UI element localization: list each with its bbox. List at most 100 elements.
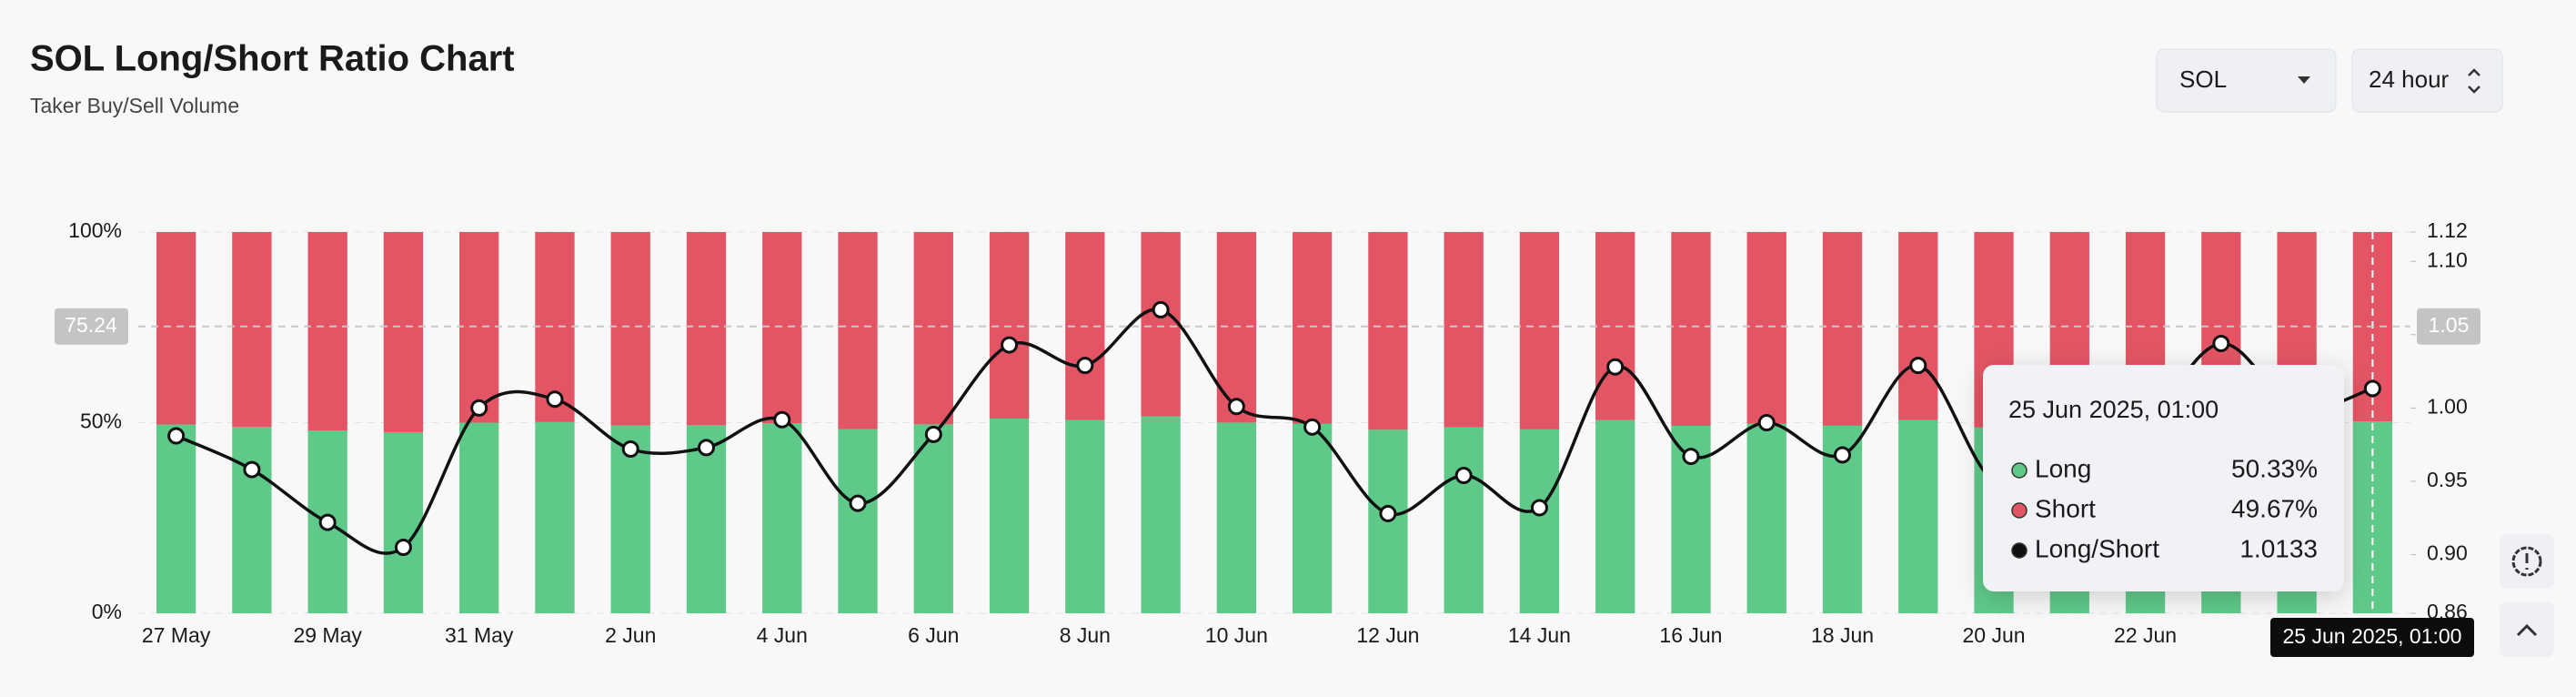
ratio-point bbox=[1757, 414, 1776, 431]
bar-segment bbox=[232, 232, 272, 427]
bar-segment bbox=[383, 232, 424, 432]
alert-icon bbox=[2511, 546, 2542, 577]
tooltip-value: 50.33% bbox=[2231, 454, 2318, 482]
bar-segment bbox=[1595, 419, 1635, 613]
dropdown-arrow bbox=[2298, 76, 2310, 84]
ratio-point bbox=[546, 390, 564, 409]
y-tick-label: 50% bbox=[80, 409, 122, 433]
bar-segment bbox=[1822, 232, 1863, 426]
ratio-point bbox=[470, 399, 488, 417]
bar-segment bbox=[1519, 232, 1560, 429]
bar-segment bbox=[535, 421, 575, 613]
bar-segment bbox=[762, 423, 802, 613]
bar-segment bbox=[1292, 232, 1333, 424]
bar-segment bbox=[989, 419, 1030, 613]
bar-segment bbox=[913, 424, 953, 613]
crosshair-x-box bbox=[2270, 618, 2474, 657]
bar-segment bbox=[1141, 416, 1181, 613]
tooltip-marker bbox=[2011, 542, 2028, 559]
tooltip-marker bbox=[2011, 462, 2028, 479]
bar-segment bbox=[459, 422, 499, 613]
bar-segment bbox=[1898, 419, 1938, 613]
x-tick-label: 16 Jun bbox=[1659, 623, 1722, 647]
ratio-point bbox=[394, 538, 412, 556]
y2-tick-label: 1.12 bbox=[2427, 218, 2468, 242]
crosshair-label-box bbox=[2417, 308, 2480, 345]
plot-area: 0%50%100%0.860.900.951.001.051.101.1227 … bbox=[55, 218, 2480, 657]
ratio-point bbox=[1227, 398, 1245, 416]
crosshair-label: 75.24 bbox=[65, 313, 117, 337]
x-tick-label: 22 Jun bbox=[2114, 623, 2177, 647]
chart-subtitle: Taker Buy/Sell Volume bbox=[30, 94, 239, 117]
y-tick-label: 0% bbox=[92, 600, 122, 623]
ratio-point bbox=[318, 513, 337, 531]
select-label[interactable]: 24 hour bbox=[2369, 66, 2450, 93]
x-tick-label: 27 May bbox=[142, 623, 211, 647]
interval-select[interactable]: 24 hour bbox=[2351, 48, 2503, 113]
tooltip-series-name: Short bbox=[2035, 494, 2096, 522]
ratio-point bbox=[1076, 357, 1094, 375]
tooltip: 25 Jun 2025, 01:00 Long 50.33% Short 49.67% L… bbox=[1983, 365, 2344, 591]
bar-segment bbox=[913, 232, 953, 425]
x-tick-label: 20 Jun bbox=[1963, 623, 2026, 647]
updown-arrow bbox=[2468, 68, 2480, 94]
select-box[interactable] bbox=[2351, 48, 2503, 113]
bar-segment bbox=[535, 232, 575, 422]
up-arrow bbox=[2516, 623, 2538, 637]
ratio-point bbox=[924, 425, 942, 443]
chart-title: SOL Long/Short Ratio Chart bbox=[30, 39, 515, 79]
x-tick-label: 31 May bbox=[445, 623, 514, 647]
ratio-point bbox=[698, 439, 715, 457]
icon-button[interactable] bbox=[2500, 601, 2554, 657]
ratio-point bbox=[1909, 357, 1927, 375]
x-tick-label: 14 Jun bbox=[1508, 623, 1571, 647]
y2-tick-label: 0.95 bbox=[2427, 468, 2468, 491]
bar-segment bbox=[1898, 232, 1938, 420]
x-tick-label: 18 Jun bbox=[1811, 623, 1874, 647]
y2-tick-label: 1.10 bbox=[2427, 247, 2468, 271]
x-tick-label: 29 May bbox=[293, 623, 362, 647]
tooltip-series-name: Long bbox=[2035, 454, 2091, 482]
y2-tick-label: 1.00 bbox=[2427, 394, 2468, 418]
bar-segment bbox=[989, 232, 1030, 419]
tooltip-series-name: Long/Short bbox=[2035, 534, 2159, 562]
ratio-point bbox=[1152, 300, 1170, 318]
tooltip-marker bbox=[2011, 502, 2028, 519]
bar-segment bbox=[1746, 232, 1786, 424]
bar-segment bbox=[459, 232, 499, 423]
x-tick-label: 4 Jun bbox=[757, 623, 808, 647]
y-tick-label: 100% bbox=[68, 218, 122, 242]
ratio-point bbox=[1379, 504, 1397, 522]
x-tick-label: 12 Jun bbox=[1356, 623, 1419, 647]
select-label[interactable]: SOL bbox=[2179, 66, 2227, 93]
symbol-select[interactable]: SOL bbox=[2156, 48, 2337, 113]
ratio-point bbox=[167, 427, 186, 445]
crosshair-x-label: 25 Jun 2025, 01:00 bbox=[2283, 624, 2462, 648]
ratio-point bbox=[1001, 336, 1019, 354]
ratio-point bbox=[1834, 446, 1851, 464]
scroll-top-button[interactable] bbox=[2500, 601, 2554, 657]
select-box[interactable] bbox=[2156, 48, 2337, 113]
bar-segment bbox=[1065, 419, 1105, 613]
bar-segment bbox=[1141, 232, 1181, 417]
crosshair-label: 1.05 bbox=[2429, 313, 2470, 337]
bar-segment bbox=[383, 431, 424, 613]
bar-segment bbox=[762, 232, 802, 424]
ratio-point bbox=[1682, 448, 1700, 466]
bar-segment bbox=[1671, 232, 1711, 427]
bar-segment bbox=[838, 429, 878, 613]
bar-segment bbox=[1216, 422, 1257, 613]
ratio-point bbox=[849, 494, 867, 512]
ratio-point bbox=[1454, 467, 1473, 485]
bar-segment bbox=[838, 232, 878, 429]
bar-segment bbox=[1444, 427, 1484, 613]
ratio-point bbox=[1606, 358, 1625, 376]
bar-segment bbox=[1519, 429, 1560, 613]
bar-segment bbox=[156, 424, 196, 613]
alert-button[interactable] bbox=[2500, 534, 2554, 589]
bar-segment bbox=[1444, 232, 1484, 428]
bar-segment bbox=[1292, 423, 1333, 613]
ratio-point bbox=[2212, 334, 2230, 352]
